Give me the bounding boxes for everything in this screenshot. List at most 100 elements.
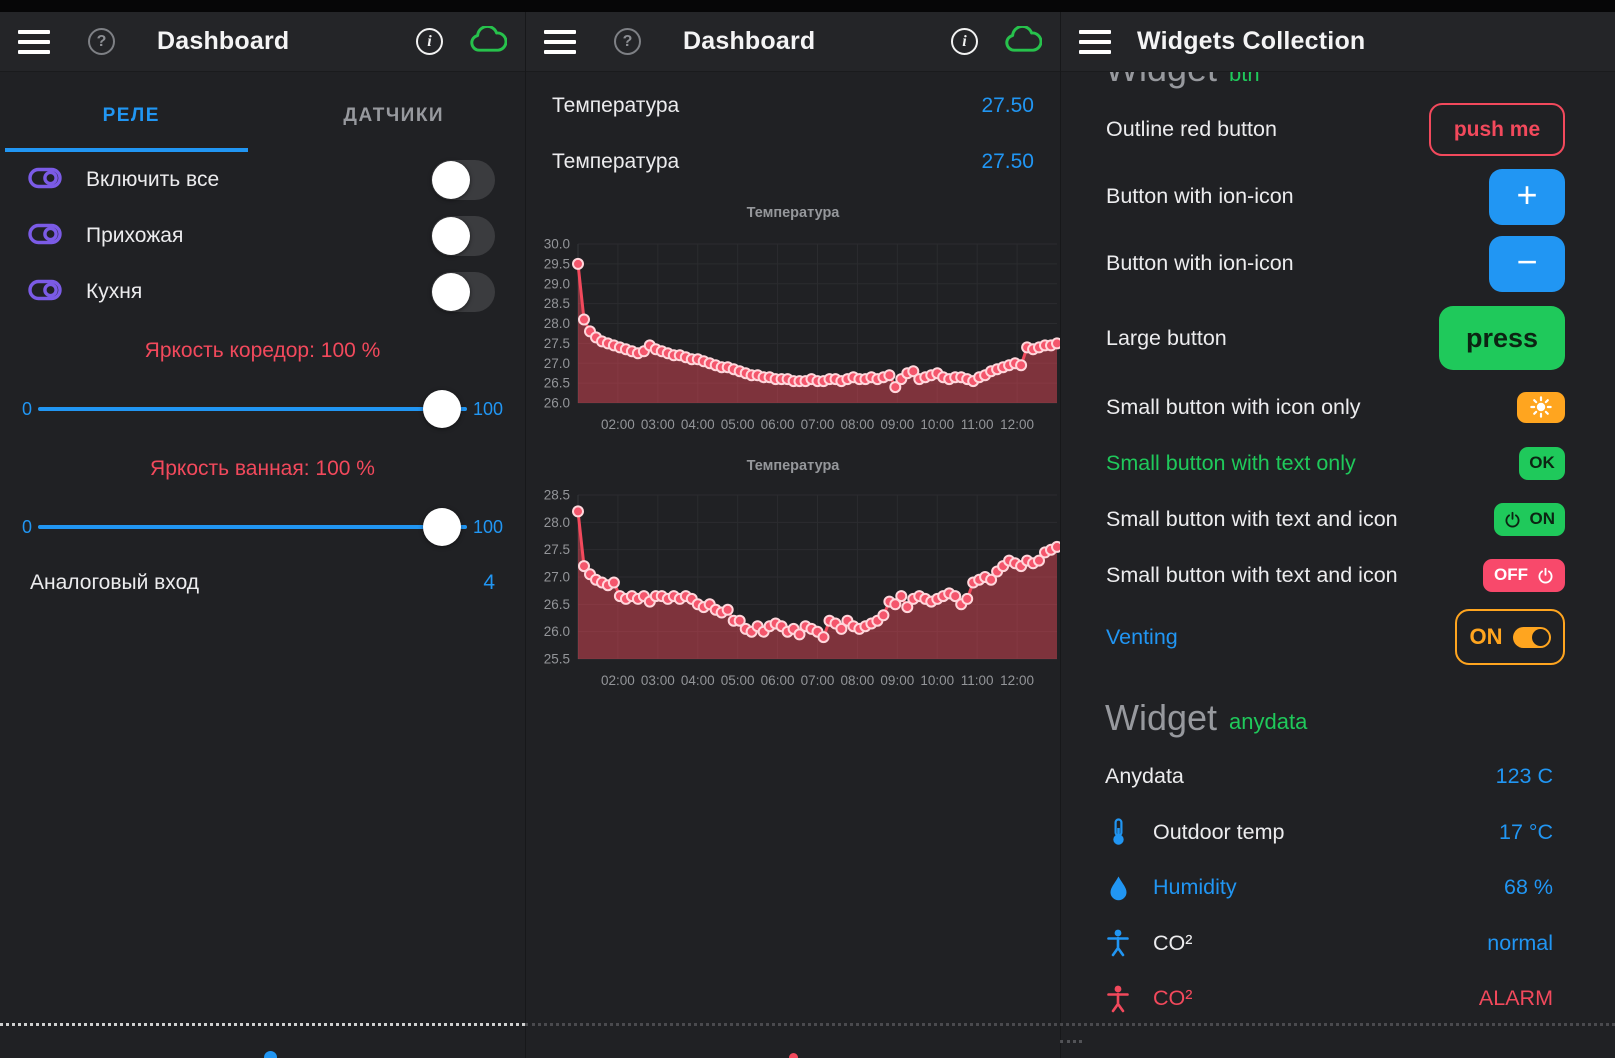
slider-track[interactable] xyxy=(38,389,467,429)
switch-kitchen[interactable] xyxy=(431,272,495,312)
svg-text:28.5: 28.5 xyxy=(544,488,570,503)
slider-thumb[interactable] xyxy=(422,390,461,428)
analog-input-value: 4 xyxy=(483,571,495,594)
slider-max-label: 100 xyxy=(472,516,503,537)
svg-text:05:00: 05:00 xyxy=(721,417,755,432)
press-button[interactable]: press xyxy=(1439,306,1565,370)
svg-text:28.0: 28.0 xyxy=(544,515,570,530)
page-divider-stub xyxy=(1060,1040,1082,1043)
minus-button[interactable]: − xyxy=(1489,235,1565,292)
svg-text:04:00: 04:00 xyxy=(681,673,715,688)
slider-bathroom: 0 100 xyxy=(0,498,525,556)
data-row: Humidity 68 % xyxy=(1061,860,1615,916)
widget-row: Button with ion-icon + xyxy=(1061,163,1615,230)
power-icon xyxy=(1538,567,1553,583)
info-icon[interactable]: i xyxy=(951,28,978,55)
power-icon xyxy=(1504,511,1520,527)
widget-label: Button with ion-icon xyxy=(1106,251,1294,275)
widget-row: Small button with text and icon ON xyxy=(1061,491,1615,547)
temperature-row: Температура 27.50 xyxy=(526,78,1060,134)
svg-text:26.5: 26.5 xyxy=(544,597,570,612)
widget-row: Small button with text only OK xyxy=(1061,435,1615,491)
app-bar: ? Dashboard i xyxy=(0,12,525,72)
widget-row: Small button with text and icon OFF xyxy=(1061,547,1615,603)
svg-text:27.5: 27.5 xyxy=(544,336,570,351)
slider-caption: Яркость ванная: 100 % xyxy=(150,457,375,480)
widget-row: Large button press xyxy=(1061,297,1615,379)
svg-text:03:00: 03:00 xyxy=(641,417,675,432)
hamburger-menu-icon[interactable] xyxy=(18,29,50,54)
cloud-connected-icon[interactable] xyxy=(469,24,508,58)
relay-row: Включить все xyxy=(0,152,525,208)
co2-alarm-label: CO² xyxy=(1153,986,1193,1011)
off-button[interactable]: OFF xyxy=(1483,558,1565,592)
outdoor-temp-label: Outdoor temp xyxy=(1153,819,1285,844)
push-me-button[interactable]: push me xyxy=(1429,103,1565,156)
venting-label: Venting xyxy=(1106,624,1178,649)
switch-hallway[interactable] xyxy=(431,216,495,256)
app-bar: Widgets Collection xyxy=(1061,12,1615,72)
widget-row: Small button with icon only xyxy=(1061,379,1615,435)
tab-sensors[interactable]: ДАТЧИКИ xyxy=(343,105,445,126)
svg-text:05:00: 05:00 xyxy=(721,673,755,688)
clipped-section-heading: Widgetbtn xyxy=(1105,72,1260,89)
widget-label: Outline red button xyxy=(1106,117,1277,141)
hamburger-menu-icon[interactable] xyxy=(544,29,576,54)
plus-button[interactable]: + xyxy=(1489,168,1565,225)
cloud-connected-icon[interactable] xyxy=(1004,24,1043,58)
on-button[interactable]: ON xyxy=(1493,502,1565,536)
venting-toggle-button[interactable]: ON xyxy=(1455,609,1565,665)
svg-text:28.0: 28.0 xyxy=(544,316,570,331)
page-title: Dashboard xyxy=(683,27,816,55)
widget-row: Venting ON xyxy=(1061,603,1615,671)
svg-text:09:00: 09:00 xyxy=(880,673,914,688)
panel-dashboard-relays: ? Dashboard i РЕЛЕ ДАТЧИКИ Включить все … xyxy=(0,0,525,1058)
svg-text:06:00: 06:00 xyxy=(761,417,795,432)
help-icon[interactable]: ? xyxy=(88,28,115,55)
tab-bar: РЕЛЕ ДАТЧИКИ xyxy=(0,80,525,152)
tab-relays[interactable]: РЕЛЕ xyxy=(102,105,160,126)
data-row: CO² normal xyxy=(1061,916,1615,972)
svg-text:11:00: 11:00 xyxy=(961,417,994,432)
ok-button[interactable]: OK xyxy=(1519,446,1565,480)
co2-value: normal xyxy=(1487,930,1553,955)
info-icon[interactable]: i xyxy=(416,28,443,55)
svg-text:08:00: 08:00 xyxy=(841,417,875,432)
co2-alarm-value: ALARM xyxy=(1478,986,1553,1011)
analog-input-label: Аналоговый вход xyxy=(30,571,200,594)
svg-text:06:00: 06:00 xyxy=(761,673,795,688)
slider-caption: Яркость коредор: 100 % xyxy=(144,339,381,362)
humidity-label: Humidity xyxy=(1153,875,1237,900)
svg-text:10:00: 10:00 xyxy=(920,673,954,688)
temperature-chart-2: Температура 28.5 28.0 27.5 27.0 26.5 26.0 25.5… xyxy=(526,451,1060,701)
temperature-value: 27.50 xyxy=(981,94,1034,117)
page-title: Widgets Collection xyxy=(1137,27,1366,55)
slider-thumb[interactable] xyxy=(422,508,461,546)
temperature-value: 27.50 xyxy=(981,150,1034,173)
slider-track[interactable] xyxy=(38,507,467,547)
svg-text:02:00: 02:00 xyxy=(601,673,635,688)
app-bar: ? Dashboard i xyxy=(526,12,1060,72)
hamburger-menu-icon[interactable] xyxy=(1079,29,1111,54)
slider-max-label: 100 xyxy=(472,398,503,419)
data-row: Outdoor temp 17 °C xyxy=(1061,805,1615,861)
page-divider-dotted-dim xyxy=(525,1023,1615,1026)
toggle-widget-icon xyxy=(28,223,62,250)
person-icon xyxy=(1105,929,1131,957)
chart-title: Температура xyxy=(746,205,840,221)
svg-text:04:00: 04:00 xyxy=(681,417,715,432)
switch-all[interactable] xyxy=(431,160,495,200)
help-icon[interactable]: ? xyxy=(614,28,641,55)
svg-text:10:00: 10:00 xyxy=(920,417,954,432)
sun-icon xyxy=(1530,396,1552,418)
svg-text:09:00: 09:00 xyxy=(880,417,914,432)
svg-text:29.0: 29.0 xyxy=(544,276,570,291)
temperature-label: Температура xyxy=(552,150,680,173)
sun-icon-button[interactable] xyxy=(1517,391,1565,423)
svg-text:07:00: 07:00 xyxy=(801,417,835,432)
toggle-on-icon xyxy=(1512,626,1551,648)
status-bar xyxy=(0,0,1615,12)
slider-min-label: 0 xyxy=(22,516,33,537)
panel-widgets-collection: Widgets Collection Widgetbtn Outline red… xyxy=(1060,0,1615,1058)
